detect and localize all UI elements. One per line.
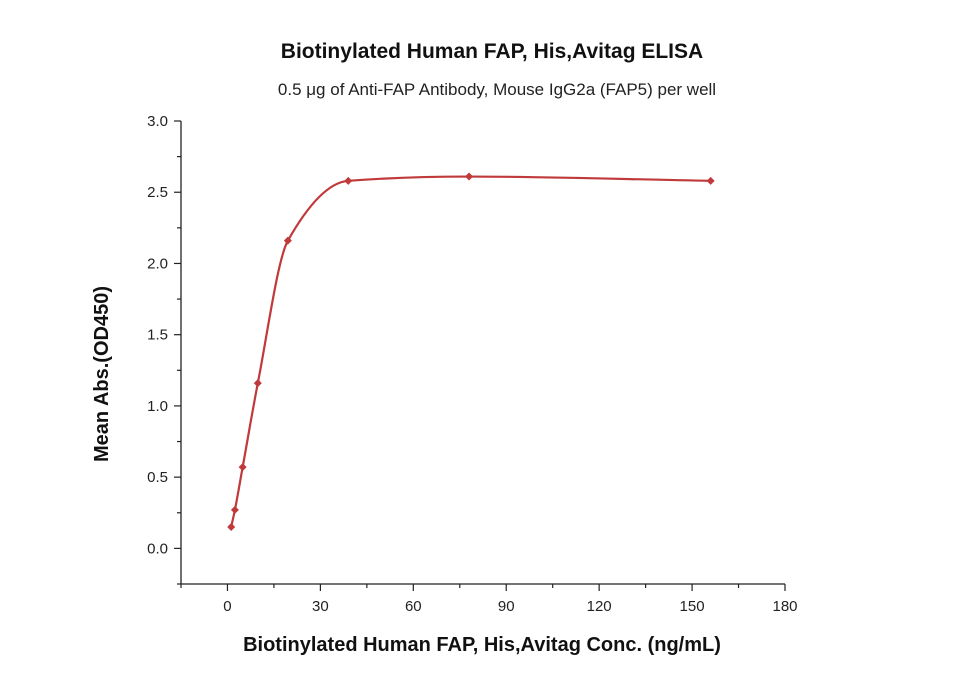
data-point [706, 176, 715, 185]
y-tick-label: 2.5 [147, 184, 168, 201]
y-tick-label: 1.5 [147, 327, 168, 344]
axes [180, 121, 785, 585]
x-axis-label: Biotinylated Human FAP, His,Avitag Conc.… [243, 634, 721, 656]
data-points [227, 172, 715, 532]
x-ticks: 0 30 60 90 120 150 180 [180, 584, 798, 615]
y-tick-label: 1.0 [147, 398, 168, 415]
x-tick-label: 120 [587, 598, 612, 615]
y-tick-label: 3.0 [147, 113, 168, 130]
y-tick-label: 2.0 [147, 255, 168, 272]
x-tick-label: 150 [680, 598, 705, 615]
data-point [344, 176, 353, 185]
data-point [227, 523, 236, 532]
data-point [230, 505, 239, 514]
chart-title: Biotinylated Human FAP, His,Avitag ELISA [281, 40, 703, 63]
y-axis-label: Mean Abs.(OD450) [91, 286, 113, 462]
data-point [253, 379, 262, 388]
data-point [465, 172, 474, 181]
chart-subtitle: 0.5 μg of Anti-FAP Antibody, Mouse IgG2a… [278, 80, 716, 99]
x-tick-label: 30 [312, 598, 329, 615]
y-tick-label: 0.5 [147, 469, 168, 486]
x-tick-label: 180 [772, 598, 797, 615]
x-tick-label: 60 [405, 598, 422, 615]
data-point [283, 236, 292, 245]
x-tick-label: 90 [498, 598, 515, 615]
y-tick-label: 0.0 [147, 540, 168, 557]
fit-curve [230, 175, 711, 528]
x-tick-label: 0 [223, 598, 231, 615]
y-ticks: 0.0 0.5 1.0 1.5 2.0 2.5 3.0 [147, 113, 181, 585]
data-point [238, 463, 247, 472]
